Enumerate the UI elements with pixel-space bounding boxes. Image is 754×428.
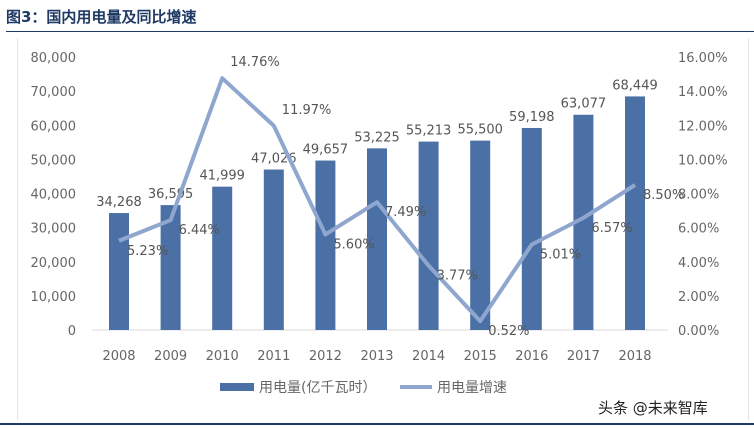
bar-data-label: 55,500	[457, 123, 503, 138]
line-data-label: 0.52%	[488, 324, 529, 339]
bar	[315, 160, 336, 330]
x-axis-tick: 2009	[154, 349, 187, 364]
line-data-label: 3.77%	[437, 269, 478, 284]
bar-data-label: 53,225	[354, 130, 400, 145]
x-axis-tick: 2012	[309, 349, 342, 364]
left-axis-tick: 20,000	[31, 256, 77, 271]
legend-bar-label: 用电量(亿千瓦时）	[259, 380, 376, 396]
x-axis-tick: 2014	[412, 349, 445, 364]
x-axis-tick: 2010	[206, 349, 239, 364]
bar-data-label: 68,449	[612, 78, 658, 93]
right-axis-tick: 12.00%	[678, 119, 728, 134]
right-axis-tick: 8.00%	[678, 188, 719, 203]
bar-data-label: 34,268	[96, 195, 142, 210]
x-axis-tick: 2018	[618, 349, 651, 364]
bar	[418, 141, 439, 330]
line-data-label: 14.76%	[230, 55, 280, 70]
bar-data-label: 63,077	[561, 97, 607, 112]
bottom-divider	[0, 423, 754, 425]
left-axis-tick: 80,000	[31, 51, 77, 66]
right-axis-tick: 10.00%	[678, 153, 728, 168]
right-axis-tick: 14.00%	[678, 85, 728, 100]
bar-data-label: 59,198	[509, 110, 555, 125]
figure-title: 图3：国内用电量及同比增速	[6, 8, 197, 26]
left-axis-tick: 30,000	[31, 222, 77, 237]
bar-data-label: 41,999	[199, 169, 245, 184]
right-axis-tick: 2.00%	[678, 290, 719, 305]
left-axis-tick: 50,000	[31, 153, 77, 168]
watermark: 头条 @未来智库	[598, 399, 708, 417]
line-data-label: 6.44%	[179, 223, 220, 238]
line-data-label: 11.97%	[282, 103, 332, 118]
bar-data-label: 49,657	[303, 143, 349, 158]
right-axis-tick: 6.00%	[678, 222, 719, 237]
bar	[263, 169, 284, 330]
bar	[212, 186, 233, 330]
legend-line-label: 用电量增速	[437, 380, 507, 396]
chart-frame	[17, 38, 749, 420]
bar	[109, 213, 129, 330]
left-axis-tick: 40,000	[31, 188, 77, 203]
right-axis-tick: 16.00%	[678, 51, 728, 66]
left-axis-tick: 0	[68, 324, 76, 339]
bar-data-label: 55,213	[406, 124, 452, 139]
x-axis-tick: 2008	[102, 349, 135, 364]
bar	[470, 140, 491, 330]
left-axis-tick: 70,000	[31, 85, 77, 100]
legend-bar-swatch	[220, 383, 254, 391]
left-axis-tick: 10,000	[31, 290, 77, 305]
bar	[160, 205, 181, 330]
title-divider	[6, 31, 754, 32]
line-data-label: 5.23%	[127, 244, 168, 259]
bar	[521, 127, 542, 331]
right-axis-tick: 0.00%	[678, 324, 719, 339]
bar-data-label: 36,595	[148, 187, 194, 202]
x-axis-tick: 2016	[515, 349, 548, 364]
line-data-label: 6.57%	[591, 221, 632, 236]
line-data-label: 7.49%	[385, 205, 426, 220]
line-data-label: 5.01%	[540, 248, 581, 263]
x-axis-tick: 2017	[567, 349, 600, 364]
bar	[573, 114, 594, 330]
x-axis-tick: 2011	[257, 349, 290, 364]
growth-line	[118, 76, 637, 324]
line-data-label: 8.50%	[643, 188, 684, 203]
line-data-label: 5.60%	[333, 237, 374, 252]
x-axis-tick: 2013	[360, 349, 393, 364]
bar-data-label: 47,026	[251, 152, 297, 167]
x-axis-tick: 2015	[464, 349, 497, 364]
right-axis-tick: 4.00%	[678, 256, 719, 271]
bar	[625, 96, 645, 330]
bar	[367, 148, 387, 330]
left-axis-tick: 60,000	[31, 119, 77, 134]
